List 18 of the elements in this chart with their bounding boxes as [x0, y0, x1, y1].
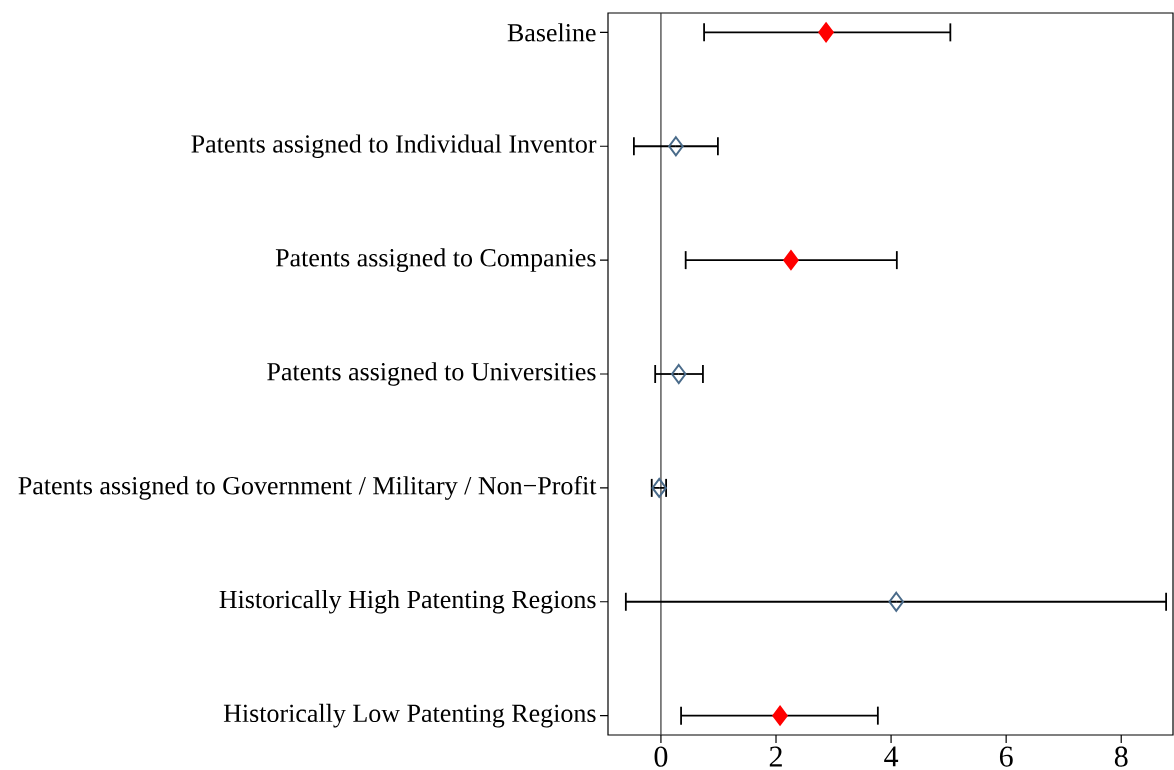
point — [888, 591, 905, 612]
x-tick-label: 4 — [884, 746, 899, 767]
y-tick-label: Historically High Patenting Regions — [219, 589, 596, 614]
x-tick-label: 2 — [769, 746, 782, 767]
x-tick-label: 6 — [999, 746, 1013, 767]
point — [671, 364, 687, 385]
y-tick-label: Patents assigned to Universities — [267, 362, 596, 386]
y-tick-label: Patents assigned to Government / Military / Non−Profit — [18, 475, 597, 500]
x-tick-label: 0 — [654, 746, 668, 767]
y-tick-label: Patents assigned to Individual Inventor — [191, 134, 597, 159]
point — [668, 136, 684, 157]
y-tick-label: Patents assigned to Companies — [275, 248, 596, 272]
y-tick-label: Baseline — [507, 23, 596, 42]
y-tick-label: Historically Low Patenting Regions — [223, 703, 596, 728]
point — [772, 705, 788, 726]
point — [783, 250, 799, 271]
x-tick-label: 8 — [1114, 746, 1128, 767]
point — [818, 22, 834, 43]
